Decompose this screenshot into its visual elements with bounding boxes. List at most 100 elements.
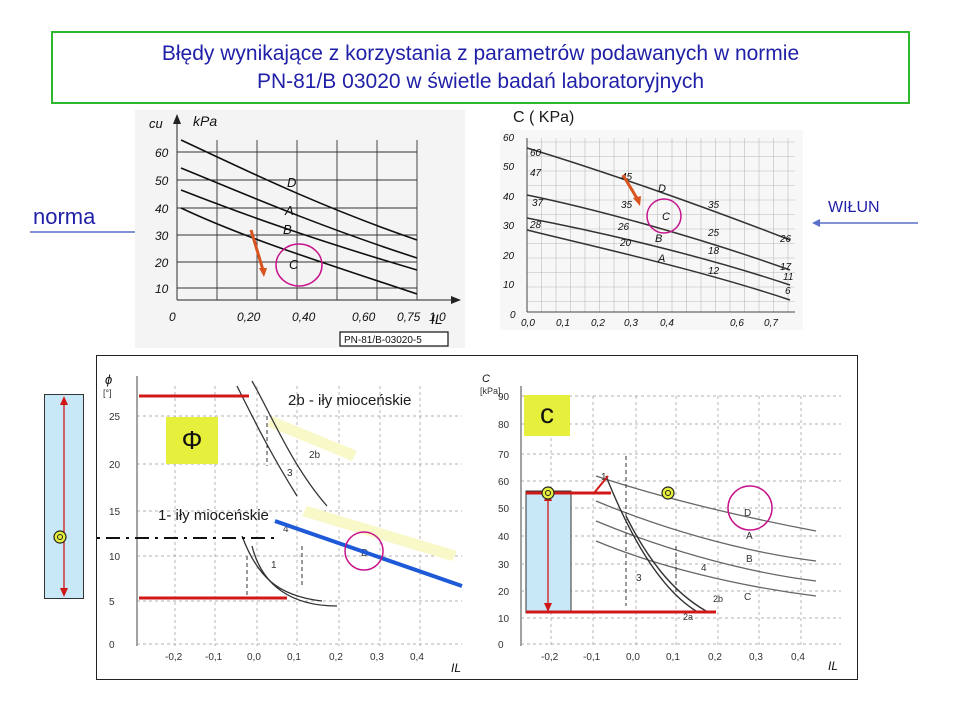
c-label-a: A — [746, 531, 753, 542]
c-xtick: 0,3 — [749, 652, 763, 663]
wilun-value-label: 60 — [530, 148, 542, 159]
norma-curve-c — [180, 207, 418, 295]
norma-xtick: 0,40 — [292, 310, 316, 324]
c-ytick: 80 — [498, 420, 510, 431]
norma-ytick: 50 — [155, 174, 169, 188]
chart-phi: 25 20 15 10 5 0 -0,2 -0,1 0,0 0,1 0,2 0,3 0,4 ϕ [°]… — [97, 372, 463, 675]
c-label-4: 4 — [701, 563, 707, 574]
phi-xtick: 0,3 — [370, 652, 384, 663]
phi-box: Φ — [166, 417, 218, 464]
norma-orange-arrow — [249, 229, 265, 271]
phi-blue-line — [274, 519, 463, 588]
norma-xlabel: IL — [431, 311, 443, 327]
clay-2b-label: 2b - iły mioceńskie — [288, 392, 412, 409]
phi-range-arrow — [53, 396, 68, 597]
wilun-value-label: 26 — [617, 222, 630, 233]
norma-curve-label-b: B — [283, 222, 292, 237]
c-xtick: 0,0 — [626, 652, 640, 663]
phi-circle-d — [344, 531, 384, 571]
wilun-xtick: 0,4 — [660, 318, 674, 329]
wilun-value-label: 35 — [621, 200, 633, 211]
norma-ytick: 10 — [155, 282, 169, 296]
c-ytick: 90 — [498, 392, 510, 403]
c-label-1: 1 — [601, 472, 607, 483]
norma-ytick: 60 — [155, 146, 169, 160]
c-yunit: [kPa] — [480, 386, 501, 396]
wilun-label-b: B — [655, 233, 662, 245]
phi-ytick: 0 — [109, 640, 115, 651]
clay-1-label: 1- iły mioceńskie — [158, 507, 269, 524]
c-circle-d — [727, 485, 773, 531]
phi-ytick: 15 — [109, 507, 121, 518]
wilun-value-label: 25 — [707, 228, 720, 239]
norma-xtick: 0,75 — [397, 310, 421, 324]
c-ytick: 50 — [498, 504, 510, 515]
norma-curve-label-d: D — [287, 175, 296, 190]
wilun-value-label: 28 — [529, 220, 542, 231]
chart-wilun: 60 50 40 30 20 10 0 0,0 0,1 0,2 0,3 0,4 0,6 0,7 60 47… — [500, 130, 803, 330]
c-label-3: 3 — [636, 573, 642, 584]
c-label-d: D — [744, 508, 751, 519]
c-ytick: 20 — [498, 587, 510, 598]
norma-curve-a — [180, 167, 418, 259]
c-xlabel: IL — [828, 659, 838, 673]
title-line-2: PN-81/B 03020 w świetle badań laboratory… — [256, 70, 705, 93]
norma-curve-label-c: C — [289, 257, 299, 272]
c-ytick: 10 — [498, 614, 510, 625]
wilun-value-label: 45 — [621, 172, 633, 183]
norma-source: PN-81/B-03020-5 — [344, 335, 422, 346]
wilun-orange-arrow — [621, 174, 640, 201]
phi-xtick: -0,2 — [165, 652, 183, 663]
phi-ylabel: ϕ — [105, 372, 112, 387]
wilun-curve-a — [526, 229, 791, 301]
wilun-xtick: 0,1 — [556, 318, 570, 329]
c-ytick: 40 — [498, 532, 510, 543]
wilun-value-label: 47 — [530, 168, 542, 179]
wilun-ytick: 60 — [503, 133, 515, 144]
phi-ytick: 20 — [109, 460, 121, 471]
c-xtick: -0,1 — [583, 652, 601, 663]
wilun-ytick: 40 — [503, 192, 515, 203]
phi-label-2b: 2b — [309, 450, 321, 461]
wilun-value-label: 20 — [619, 238, 632, 249]
wilun-value-label: 35 — [708, 200, 720, 211]
norma-curve-b — [180, 189, 418, 271]
c-box-label: c — [540, 398, 554, 429]
c-kpa-label: C ( KPa) — [513, 109, 575, 126]
wilun-value-label: 17 — [780, 262, 792, 273]
wilun-xtick: 0,0 — [521, 318, 535, 329]
norma-arrow — [30, 228, 150, 236]
c-label-c: C — [744, 592, 751, 603]
c-ytick: 70 — [498, 450, 510, 461]
c-xtick: 0,4 — [791, 652, 805, 663]
wilun-xtick: 0,2 — [591, 318, 605, 329]
norma-ytick: 40 — [155, 202, 169, 216]
wilun-value-label: 26 — [779, 234, 792, 245]
bottom-panel — [96, 355, 858, 680]
c-label-2a: 2a — [683, 612, 693, 622]
title-line-1: Błędy wynikające z korzystania z paramet… — [161, 42, 800, 65]
wilun-ytick: 20 — [502, 251, 515, 262]
c-ytick: 30 — [498, 560, 510, 571]
norma-ytick: 30 — [155, 229, 169, 243]
phi-xtick: 0,2 — [329, 652, 343, 663]
wilun-curve-d — [526, 147, 791, 241]
norma-label: norma — [33, 204, 96, 229]
phi-xtick: -0,1 — [205, 652, 223, 663]
c-box: c — [524, 395, 570, 436]
c-xtick: 0,2 — [708, 652, 722, 663]
phi-xtick: 0,4 — [410, 652, 424, 663]
phi-ytick: 10 — [109, 552, 121, 563]
phi-ytick: 5 — [109, 597, 115, 608]
norma-xtick: 0,20 — [237, 310, 261, 324]
wilun-value-label: 12 — [708, 266, 720, 277]
wilun-ytick: 0 — [510, 310, 516, 321]
phi-yunit: [°] — [103, 388, 112, 398]
chart-norma: 60 50 40 30 20 10 0 0,20 0,40 0,60 0,75 1,0 cu kPa… — [135, 110, 465, 348]
c-marker-1 — [541, 486, 555, 500]
norma-xtick: 1,0 — [429, 310, 446, 324]
wilun-arrow — [812, 219, 918, 227]
norma-curve-d — [180, 139, 418, 241]
wilun-ytick: 30 — [503, 221, 515, 232]
phi-xtick: 0,1 — [287, 652, 301, 663]
